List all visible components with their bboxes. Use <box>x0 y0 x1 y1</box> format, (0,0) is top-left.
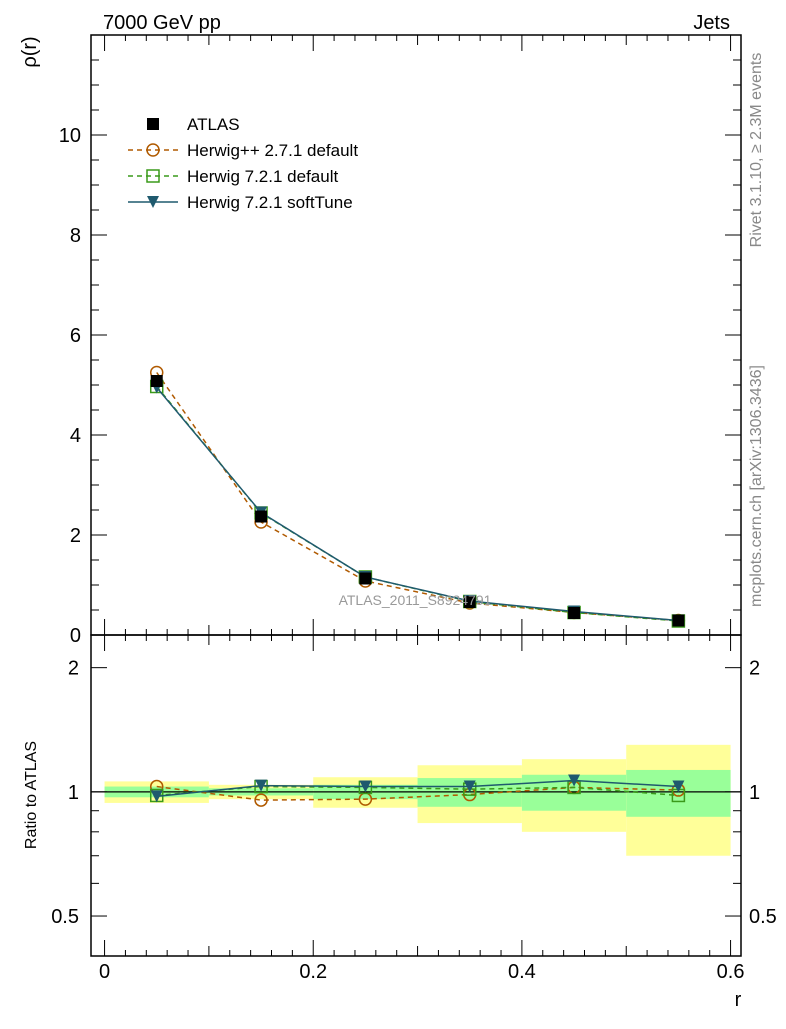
main-y-tick-label: 2 <box>70 525 81 547</box>
ratio-y-tick-label: 1 <box>68 782 79 804</box>
ratio-data-point <box>568 774 581 787</box>
legend-entry-2: Herwig 7.2.1 default <box>128 167 338 186</box>
main-y-tick-label: 10 <box>59 125 81 147</box>
main-series-0 <box>150 375 685 627</box>
main-series-3 <box>150 381 685 627</box>
legend-marker <box>147 118 159 130</box>
analysis-watermark: ATLAS_2011_S8924791 <box>339 592 492 608</box>
ratio-data-point <box>463 780 476 793</box>
x-tick-label: 0.2 <box>299 961 327 983</box>
main-data-point <box>568 607 581 619</box>
main-y-tick-label: 4 <box>70 425 81 447</box>
ratio-y-tick-label-right: 1 <box>749 782 760 804</box>
ratio-y-tick-label: 2 <box>68 658 79 680</box>
main-series-line <box>156 386 679 622</box>
ratio-frame <box>90 634 742 957</box>
legend: ATLAS Herwig++ 2.7.1 default Herwig 7.2.1 … <box>128 115 358 212</box>
legend-entry-0: ATLAS <box>147 115 240 134</box>
rivet-version-label: Rivet 3.1.10, ≥ 2.3M events <box>748 53 765 248</box>
ratio-data-point <box>254 793 268 807</box>
main-data-point <box>672 614 685 627</box>
main-data-point <box>150 375 163 387</box>
main-y-axis-label: ρ(r) <box>19 36 41 67</box>
main-data-point <box>463 596 476 608</box>
ratio-y-tick-label: 0.5 <box>51 906 79 928</box>
legend-marker <box>146 169 160 183</box>
ratio-y-tick-label-right: 2 <box>749 658 760 680</box>
x-tick-label: 0.6 <box>717 961 745 983</box>
axes-group: 0 2 4 6 8 10 0.5 0.5 1 1 2 2 0 0.2 0.4 0.6 <box>51 34 777 983</box>
legend-label: Herwig 7.2.1 softTune <box>187 193 353 212</box>
main-series-line <box>156 372 679 622</box>
ratio-inner-band <box>626 769 731 817</box>
main-y-tick-label: 6 <box>70 325 81 347</box>
process-label: Jets <box>693 12 730 34</box>
main-data-point <box>359 572 372 585</box>
main-data-point <box>255 510 268 523</box>
ratio-y-axis-label: Ratio to ATLAS <box>23 741 40 849</box>
legend-entry-3: Herwig 7.2.1 softTune <box>128 193 353 212</box>
main-series-line <box>156 387 679 622</box>
legend-label: ATLAS <box>187 115 240 134</box>
energy-label: 7000 GeV pp <box>103 12 221 34</box>
ratio-series-line <box>156 785 679 797</box>
main-y-tick-label: 8 <box>70 225 81 247</box>
ratio-series-line <box>156 779 679 798</box>
x-tick-label: 0.4 <box>508 961 536 983</box>
legend-label: Herwig 7.2.1 default <box>187 167 338 186</box>
ratio-uncertainty-bands <box>104 744 731 856</box>
source-reference-label: mcplots.cern.ch [arXiv:1306.3436] <box>748 365 765 607</box>
legend-label: Herwig++ 2.7.1 default <box>187 141 358 160</box>
main-series-1 <box>149 365 686 628</box>
ratio-series-2 <box>150 774 685 803</box>
x-axis-label: r <box>735 989 742 1011</box>
main-y-tick-label: 0 <box>70 625 81 647</box>
series-group <box>149 365 686 807</box>
legend-marker <box>147 196 159 208</box>
ratio-data-point <box>150 790 163 803</box>
legend-entry-1: Herwig++ 2.7.1 default <box>128 141 358 160</box>
ratio-data-point <box>672 780 685 793</box>
x-tick-label: 0 <box>99 961 110 983</box>
legend-marker <box>146 143 160 157</box>
ratio-data-point <box>255 779 268 792</box>
ratio-data-point <box>359 780 372 793</box>
ratio-y-tick-label-right: 0.5 <box>749 906 777 928</box>
ratio-series-line <box>156 785 679 801</box>
main-series-2 <box>149 379 686 628</box>
